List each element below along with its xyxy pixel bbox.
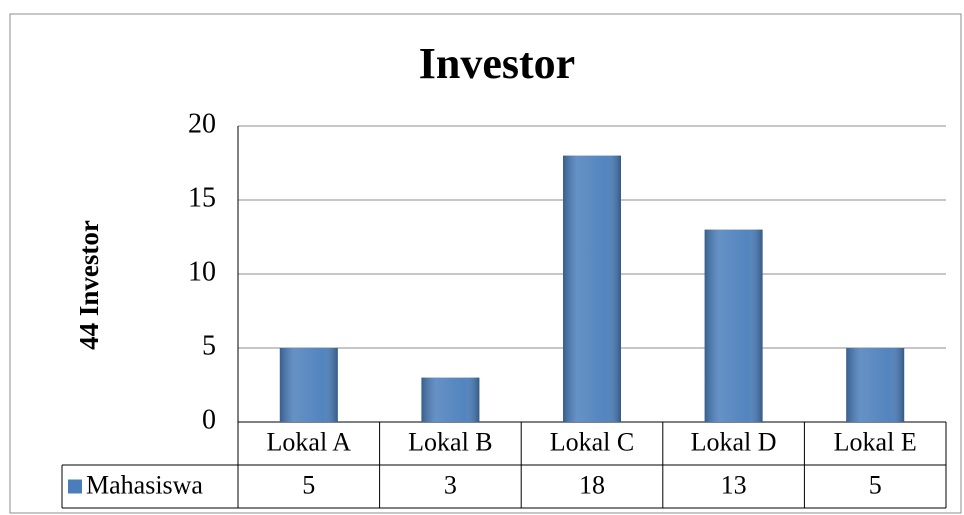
bar-shading xyxy=(279,348,338,422)
table-value: 5 xyxy=(302,470,315,499)
table-value: 18 xyxy=(579,470,605,499)
x-tick-label: Lokal C xyxy=(550,427,635,456)
y-tick-label: 10 xyxy=(188,256,216,287)
bar-shading xyxy=(563,155,621,422)
y-tick-label: 20 xyxy=(188,108,216,139)
bar-shading xyxy=(704,229,763,422)
y-axis-label: 44 Investor xyxy=(74,220,104,350)
y-tick-label: 5 xyxy=(202,330,216,361)
bar-shading xyxy=(421,377,480,422)
x-tick-label: Lokal E xyxy=(834,427,917,456)
table-value: 13 xyxy=(721,470,747,499)
legend-label: Mahasiswa xyxy=(86,470,203,499)
x-tick-label: Lokal B xyxy=(408,427,493,456)
table-value: 3 xyxy=(444,470,457,499)
y-tick-label: 15 xyxy=(188,182,216,213)
table-value: 5 xyxy=(869,470,882,499)
bar-shading xyxy=(846,348,905,422)
legend-swatch xyxy=(68,479,82,494)
x-tick-label: Lokal D xyxy=(691,427,777,456)
x-tick-label: Lokal A xyxy=(267,427,352,456)
y-tick-label: 0 xyxy=(202,404,216,435)
chart-title: Investor xyxy=(419,39,575,88)
chart-frame xyxy=(9,13,962,514)
